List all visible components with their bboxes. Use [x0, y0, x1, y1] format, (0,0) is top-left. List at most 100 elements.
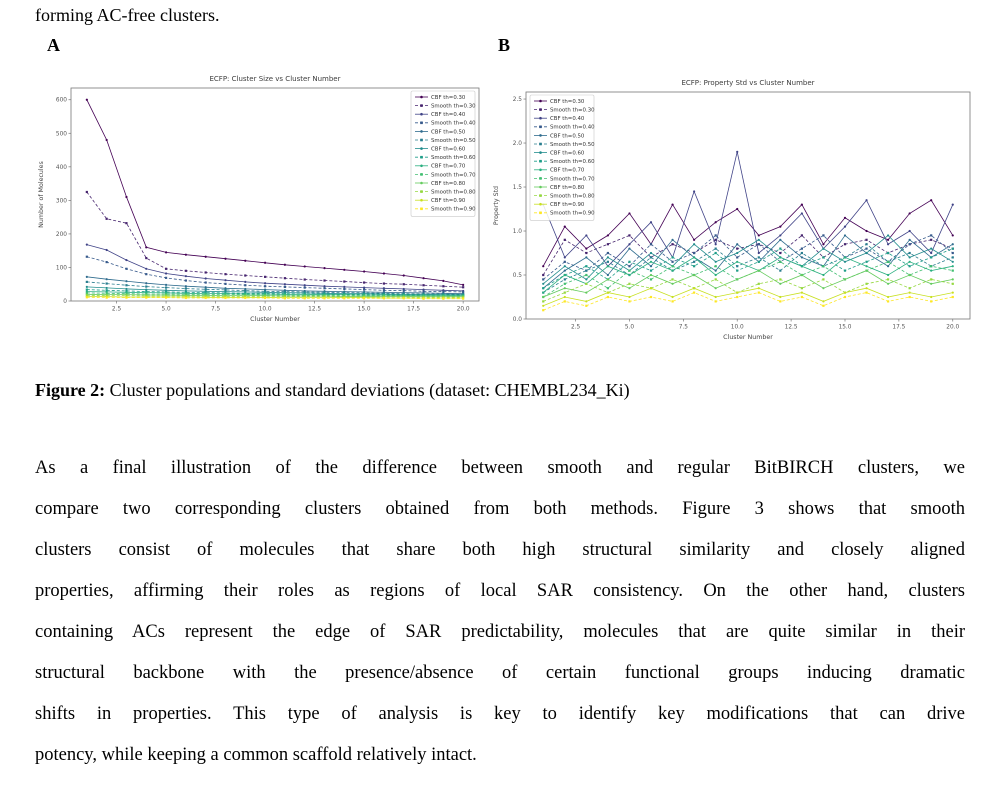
series-marker — [671, 203, 674, 206]
series-marker — [951, 247, 954, 250]
series-marker — [343, 285, 346, 289]
x-tick-label: 20.0 — [457, 307, 470, 313]
x-tick-label: 2.5 — [571, 325, 581, 331]
series-marker — [908, 251, 911, 255]
series-marker — [585, 304, 588, 307]
series-marker — [886, 300, 890, 303]
series-marker — [323, 267, 326, 270]
paragraph-line: compare two corresponding clusters obtai… — [35, 499, 965, 519]
series-line — [542, 234, 954, 289]
series-line — [86, 293, 464, 297]
x-tick-label: 17.5 — [892, 325, 905, 331]
series-marker — [843, 278, 847, 281]
legend-label: Smooth th=0.50 — [550, 142, 595, 148]
x-tick-label: 15.0 — [839, 325, 852, 331]
y-tick-label: 2.5 — [513, 97, 523, 103]
series-marker — [951, 265, 954, 268]
series-marker — [244, 289, 247, 292]
series-marker — [886, 260, 890, 263]
series-marker — [951, 234, 954, 237]
series-marker — [779, 256, 782, 259]
series-marker — [402, 289, 405, 292]
series-marker — [125, 289, 128, 293]
series-marker — [204, 255, 207, 258]
series-marker — [263, 296, 267, 300]
series-line — [543, 287, 953, 307]
series-marker — [800, 234, 803, 237]
series-marker — [244, 284, 247, 287]
series-line — [86, 276, 464, 294]
y-tick-label: 0.5 — [513, 273, 523, 279]
figure-caption-label: Figure 2: — [35, 380, 106, 400]
series-marker — [693, 190, 696, 193]
series-marker — [542, 287, 545, 290]
legend-marker — [539, 194, 542, 197]
series-marker — [283, 285, 287, 289]
series-marker — [283, 297, 287, 300]
series-marker — [951, 269, 954, 272]
series-marker — [563, 300, 566, 303]
series-marker — [714, 247, 717, 250]
series-marker — [951, 256, 954, 259]
series-marker — [283, 263, 287, 266]
series-marker — [563, 278, 566, 281]
series-marker — [263, 288, 267, 291]
series-marker — [800, 287, 803, 290]
figure-panel-a: A ECFP: Cluster Size vs Cluster Number 2.… — [35, 33, 490, 352]
series-marker — [125, 296, 128, 299]
series-marker — [343, 287, 346, 291]
series-marker — [800, 251, 803, 255]
y-axis-label: Property Std — [493, 186, 500, 225]
series-marker — [714, 273, 717, 277]
plot-frame — [70, 87, 480, 302]
legend-marker — [420, 181, 423, 185]
series-marker — [125, 195, 128, 199]
series-marker — [125, 267, 128, 270]
series-marker — [757, 238, 760, 241]
series-marker — [693, 251, 696, 255]
series-marker — [382, 282, 386, 285]
series-marker — [865, 260, 868, 263]
series-marker — [85, 294, 88, 297]
series-marker — [800, 256, 803, 259]
series-marker — [930, 278, 933, 281]
series-marker — [736, 278, 739, 281]
series-line — [86, 296, 464, 299]
series-marker — [822, 273, 825, 277]
series-marker — [628, 287, 631, 290]
legend-label: CBF th=0.90 — [431, 198, 466, 204]
series-marker — [736, 265, 739, 268]
series-marker — [145, 288, 148, 291]
series-marker — [628, 265, 631, 268]
series-marker — [542, 304, 545, 307]
x-tick-label: 15.0 — [358, 307, 371, 313]
legend-marker — [539, 99, 542, 103]
series-marker — [671, 295, 674, 299]
series-marker — [606, 234, 610, 237]
series-marker — [930, 300, 933, 303]
series-marker — [779, 278, 782, 281]
series-marker — [563, 238, 566, 241]
series-marker — [649, 260, 653, 263]
series-marker — [736, 295, 739, 299]
series-marker — [736, 269, 739, 272]
series-marker — [628, 260, 631, 263]
series-line — [86, 296, 464, 300]
series-marker — [628, 282, 631, 285]
series-marker — [585, 247, 588, 250]
series-marker — [105, 286, 108, 290]
series-marker — [865, 251, 868, 255]
series-marker — [145, 273, 148, 276]
legend-marker — [420, 198, 423, 202]
series-marker — [800, 247, 803, 250]
x-tick-label: 10.0 — [731, 325, 744, 331]
series-marker — [843, 291, 847, 294]
series-marker — [125, 222, 128, 225]
series-marker — [244, 296, 247, 300]
series-marker — [85, 190, 88, 194]
legend-label: Smooth th=0.30 — [431, 104, 476, 110]
series-marker — [951, 278, 954, 281]
series-marker — [224, 296, 227, 300]
series-marker — [606, 273, 610, 277]
series-marker — [164, 286, 168, 289]
